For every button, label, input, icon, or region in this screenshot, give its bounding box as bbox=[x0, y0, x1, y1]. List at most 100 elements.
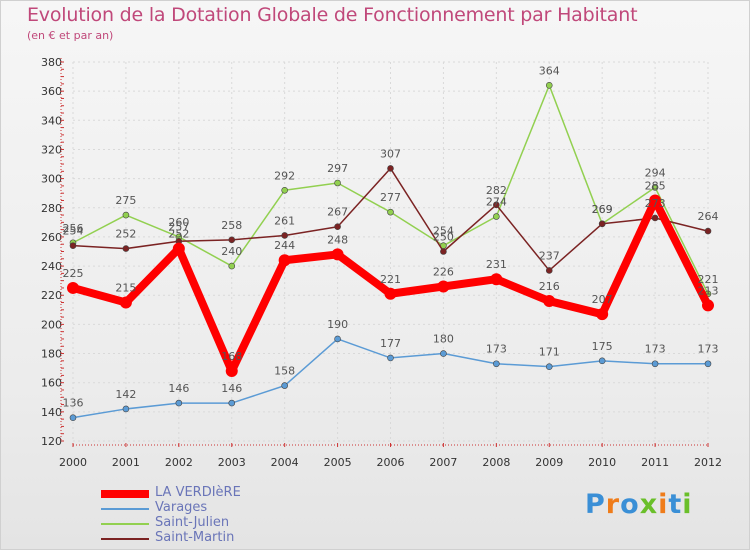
legend-label: Saint-Julien bbox=[155, 515, 230, 530]
data-label-saint-martin: 264 bbox=[698, 210, 719, 223]
data-point-varages bbox=[651, 360, 659, 368]
y-tick-label: 260 bbox=[41, 231, 62, 244]
data-label-saint-martin: 267 bbox=[327, 206, 348, 219]
data-point-la-verdiere bbox=[331, 248, 344, 261]
data-label-varages: 146 bbox=[168, 382, 189, 395]
legend-label: Varages bbox=[155, 500, 208, 515]
chart-subtitle: (en € et par an) bbox=[27, 29, 114, 42]
data-point-saint-martin bbox=[545, 267, 553, 274]
x-tick-label: 2012 bbox=[694, 456, 722, 469]
data-label-la-verdiere: 221 bbox=[380, 273, 401, 286]
data-point-saint-martin bbox=[69, 242, 77, 249]
data-label-saint-martin: 269 bbox=[592, 203, 613, 216]
data-label-la-verdiere: 225 bbox=[63, 267, 84, 280]
legend-item-varages: Varages bbox=[101, 500, 341, 517]
data-point-saint-julien bbox=[122, 211, 130, 219]
data-label-varages: 173 bbox=[645, 343, 666, 356]
data-point-la-verdiere bbox=[437, 280, 450, 293]
data-label-saint-julien: 274 bbox=[486, 196, 507, 209]
logo-letter: P bbox=[585, 489, 606, 520]
data-point-saint-julien bbox=[651, 184, 659, 191]
data-point-la-verdiere bbox=[702, 299, 714, 312]
data-label-la-verdiere: 216 bbox=[539, 280, 560, 293]
data-label-saint-martin: 261 bbox=[274, 214, 295, 227]
data-label-varages: 136 bbox=[63, 397, 84, 410]
x-tick-label: 2006 bbox=[377, 456, 405, 469]
data-point-varages bbox=[493, 360, 500, 368]
chart-title: Evolution de la Dotation Globale de Fonc… bbox=[27, 4, 638, 26]
legend-swatch bbox=[101, 538, 149, 540]
data-point-varages bbox=[334, 335, 341, 343]
y-tick-label: 280 bbox=[41, 202, 62, 215]
data-label-saint-julien: 277 bbox=[380, 191, 401, 204]
data-point-varages bbox=[387, 354, 394, 362]
x-tick-label: 2008 bbox=[482, 456, 510, 469]
legend-swatch bbox=[101, 523, 149, 525]
x-tick-label: 2005 bbox=[324, 456, 352, 469]
legend-item-saint-julien: Saint-Julien bbox=[101, 515, 341, 532]
data-point-saint-julien bbox=[545, 82, 553, 89]
data-label-la-verdiere: 231 bbox=[486, 258, 507, 271]
data-label-saint-julien: 221 bbox=[698, 273, 719, 286]
data-point-varages bbox=[281, 382, 288, 389]
data-point-la-verdiere bbox=[596, 308, 609, 321]
data-label-saint-julien: 275 bbox=[115, 194, 136, 207]
data-label-varages: 173 bbox=[486, 343, 507, 356]
data-point-saint-julien bbox=[281, 186, 288, 194]
data-label-saint-julien: 260 bbox=[168, 216, 189, 229]
y-tick-label: 320 bbox=[41, 143, 62, 156]
data-point-saint-julien bbox=[228, 262, 236, 270]
data-point-saint-julien bbox=[493, 213, 500, 220]
data-point-saint-martin bbox=[651, 214, 659, 222]
data-point-saint-martin bbox=[440, 248, 447, 255]
data-label-saint-julien: 256 bbox=[63, 222, 84, 235]
data-point-saint-martin bbox=[493, 201, 500, 209]
data-label-saint-martin: 282 bbox=[486, 184, 507, 197]
data-label-varages: 180 bbox=[433, 333, 454, 346]
data-point-la-verdiere bbox=[543, 295, 556, 308]
x-tick-label: 2004 bbox=[271, 456, 299, 469]
data-point-saint-martin bbox=[704, 227, 712, 235]
data-point-saint-martin bbox=[598, 220, 606, 228]
data-label-saint-martin: 254 bbox=[63, 225, 84, 238]
data-label-la-verdiere: 207 bbox=[592, 293, 613, 306]
logo-letter: x bbox=[639, 489, 659, 520]
data-label-saint-julien: 254 bbox=[433, 225, 454, 238]
logo-letter: i bbox=[658, 489, 669, 520]
data-point-saint-julien bbox=[387, 208, 394, 216]
data-point-saint-martin bbox=[228, 236, 236, 244]
logo-letter: i bbox=[682, 489, 693, 520]
data-label-saint-martin: 250 bbox=[433, 231, 454, 244]
proxiti-logo: Proxiti bbox=[585, 489, 693, 520]
data-label-varages: 175 bbox=[592, 340, 613, 353]
y-tick-label: 220 bbox=[41, 289, 62, 302]
y-tick-label: 140 bbox=[41, 406, 62, 419]
x-tick-label: 2001 bbox=[112, 456, 140, 469]
y-tick-label: 340 bbox=[41, 114, 62, 127]
y-tick-label: 180 bbox=[41, 348, 62, 361]
data-label-la-verdiere: 244 bbox=[274, 239, 295, 252]
data-label-saint-martin: 252 bbox=[115, 228, 136, 241]
logo-letter: o bbox=[620, 489, 640, 520]
data-point-saint-martin bbox=[122, 245, 130, 252]
data-point-saint-martin bbox=[281, 232, 288, 239]
data-point-saint-julien bbox=[334, 179, 341, 187]
data-label-saint-martin: 258 bbox=[221, 219, 242, 232]
data-label-varages: 177 bbox=[380, 337, 401, 350]
x-tick-label: 2010 bbox=[588, 456, 616, 469]
y-tick-label: 380 bbox=[41, 56, 62, 69]
x-tick-label: 2000 bbox=[59, 456, 87, 469]
data-label-la-verdiere: 168 bbox=[221, 350, 242, 363]
data-label-la-verdiere: 285 bbox=[645, 179, 666, 192]
data-label-saint-martin: 257 bbox=[168, 220, 189, 233]
data-point-varages bbox=[228, 399, 236, 407]
data-point-la-verdiere bbox=[490, 273, 503, 286]
y-tick-label: 120 bbox=[41, 435, 62, 448]
data-point-varages bbox=[598, 357, 606, 365]
x-tick-label: 2007 bbox=[429, 456, 457, 469]
data-label-la-verdiere: 213 bbox=[698, 284, 719, 297]
data-point-la-verdiere bbox=[278, 254, 291, 267]
data-point-saint-martin bbox=[334, 223, 341, 231]
data-label-la-verdiere: 252 bbox=[168, 228, 189, 241]
data-point-la-verdiere bbox=[649, 194, 662, 207]
